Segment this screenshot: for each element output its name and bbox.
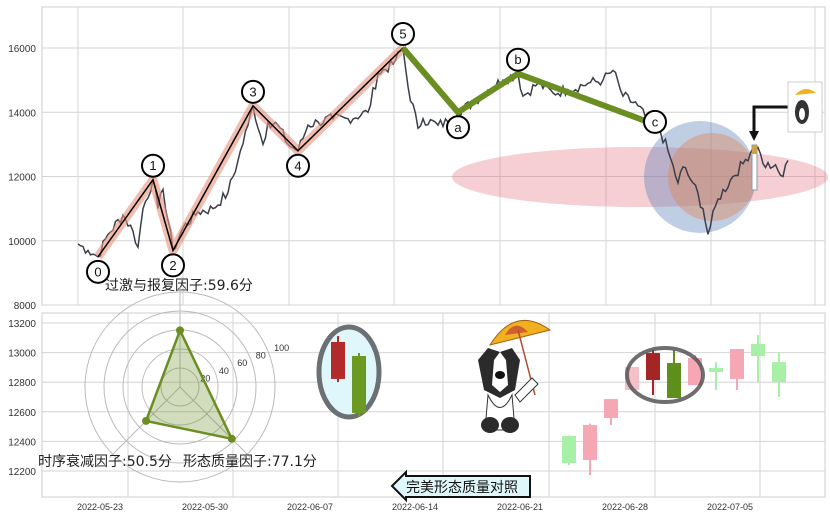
signal-pointer-line — [752, 105, 790, 133]
wave-label-circle — [161, 253, 185, 278]
candle — [646, 353, 660, 380]
candles — [562, 334, 786, 475]
arrow-down-icon — [749, 131, 759, 141]
compare-perfect-pattern-button[interactable]: 完美形态质量对照 — [390, 469, 531, 503]
reversal-core-circle — [668, 133, 756, 221]
radar-chart: 20 40 60 80 100 — [84, 287, 289, 483]
wave-label-circle — [86, 259, 110, 284]
radar-ring-label: 40 — [219, 366, 229, 376]
reference-candles — [331, 336, 366, 417]
wave-label-circle — [141, 153, 165, 178]
dog-with-umbrella-icon — [478, 320, 552, 433]
bottom-y-tick-label: 12200 — [8, 467, 36, 478]
bottom-y-tick-label: 12600 — [8, 408, 36, 419]
candle — [604, 399, 618, 419]
excess-revenge-factor: 过激与报复因子:59.6分 — [105, 277, 253, 294]
radar-ring-label: 20 — [200, 373, 210, 383]
radar-ring-label: 100 — [274, 343, 289, 353]
reference-candle — [352, 356, 366, 413]
candle — [730, 349, 744, 379]
wave-labels: 0 1 2 3 4 5 a b c — [86, 22, 667, 284]
bottom-x-tick-label: 2022-06-21 — [497, 502, 543, 512]
wave-label-a: a — [454, 120, 462, 135]
radar-point — [142, 416, 151, 425]
radar-axis — [179, 386, 251, 458]
wave-label-circle — [643, 109, 667, 134]
wave-label-circle — [241, 79, 265, 104]
reference-pattern-oval — [316, 324, 382, 420]
radar-point — [176, 326, 184, 335]
top-y-tick-label: 12000 — [8, 173, 36, 184]
bottom-x-tick-label: 2022-06-07 — [287, 502, 333, 512]
radar-area — [144, 327, 235, 441]
wave-label-5: 5 — [399, 27, 406, 42]
bottom-y-tick-label: 12800 — [8, 378, 36, 389]
radar-ring-label: 60 — [237, 358, 247, 368]
bottom-y-tick-label: 12400 — [8, 437, 36, 448]
candle — [583, 424, 597, 461]
bottom-x-axis: 2022-05-23 2022-05-30 2022-06-07 2022-06-14… — [77, 502, 753, 512]
wave-label-c: c — [652, 114, 659, 129]
bottom-x-tick-label: 2022-06-28 — [602, 502, 648, 512]
candle — [709, 367, 723, 372]
candle — [751, 344, 765, 357]
bottom-y-tick-label: 13200 — [8, 319, 36, 330]
wave-label-circle — [446, 115, 470, 140]
wave-label-2: 2 — [169, 258, 176, 273]
bottom-y-axis: 12200 12400 12600 12800 13000 13200 — [8, 319, 36, 478]
candle — [562, 436, 576, 464]
reversal-zone-circle — [644, 121, 756, 233]
bottom-x-tick-label: 2022-05-30 — [182, 502, 228, 512]
wave-label-4: 4 — [294, 158, 301, 173]
wave-label-circle — [286, 153, 310, 178]
top-y-tick-label: 8000 — [14, 301, 37, 312]
top-y-tick-label: 10000 — [8, 237, 36, 248]
top-panel: 8000 10000 12000 14000 16000 0 1 2 3 4 5 a b c 过激与报复… — [8, 6, 828, 312]
wave-label-circle — [506, 47, 530, 72]
bottom-panel: 12200 12400 12600 12800 13000 13200 2022-05-2… — [8, 287, 826, 512]
arrow-left-icon — [390, 469, 531, 503]
umbrella-icon — [795, 88, 816, 95]
wave-label-3: 3 — [249, 84, 256, 99]
bottom-x-tick-label: 2022-07-05 — [707, 502, 753, 512]
candle — [667, 362, 681, 399]
bottom-x-tick-label: 2022-06-14 — [392, 502, 438, 512]
reference-candle — [331, 341, 345, 379]
candle — [772, 362, 786, 383]
top-y-tick-label: 16000 — [8, 44, 36, 55]
compare-button-label[interactable]: 完美形态质量对照 — [406, 480, 518, 496]
radar-ring-label: 80 — [256, 351, 266, 361]
time-decay-factor: 时序衰减因子:50.5分 — [38, 453, 172, 470]
wave-label-b: b — [514, 52, 521, 67]
wave-label-1: 1 — [149, 158, 156, 173]
impulse-wave-line — [97, 47, 404, 258]
wave-label-0: 0 — [94, 264, 101, 279]
mascot-thumbnail[interactable] — [787, 81, 823, 133]
bottom-y-tick-label: 13000 — [8, 349, 36, 360]
wave-label-circle — [391, 22, 415, 46]
bottom-x-tick-label: 2022-05-23 — [77, 502, 123, 512]
top-y-axis: 8000 10000 12000 14000 16000 — [8, 44, 36, 312]
target-zone-ellipse — [452, 147, 828, 207]
corrective-wave-line — [400, 46, 650, 125]
matched-pattern-oval — [625, 346, 705, 404]
signal-bar-top — [752, 145, 757, 154]
form-quality-factor: 形态质量因子:77.1分 — [183, 454, 317, 470]
top-y-tick-label: 14000 — [8, 108, 36, 119]
radar-point — [227, 434, 236, 443]
